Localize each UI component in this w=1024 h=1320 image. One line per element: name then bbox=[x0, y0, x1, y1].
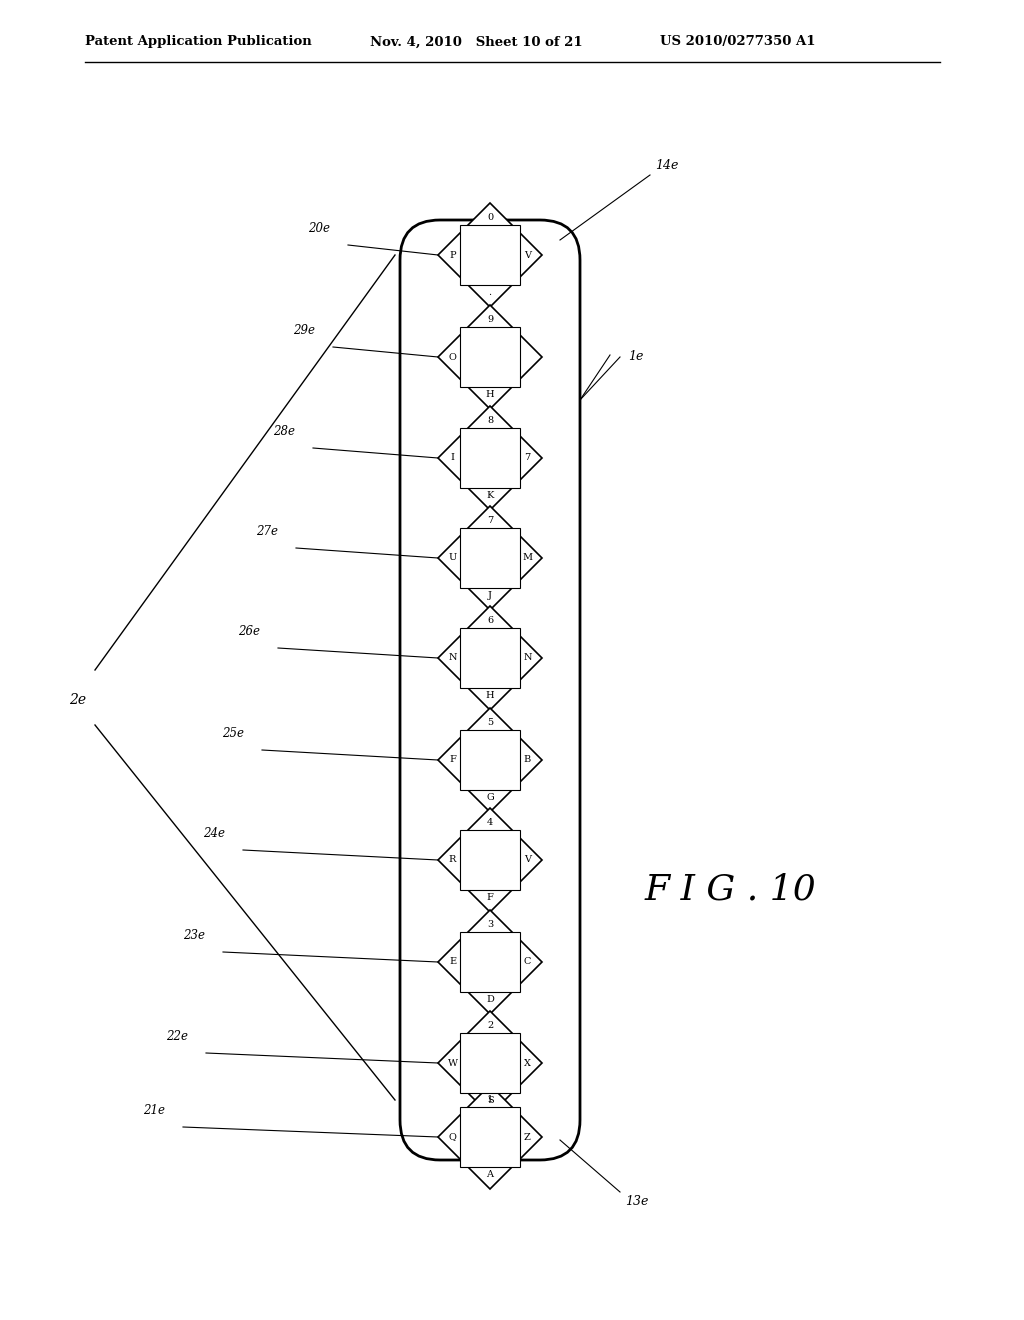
Polygon shape bbox=[438, 909, 542, 1014]
Text: W: W bbox=[447, 1059, 458, 1068]
Text: Q: Q bbox=[449, 1133, 457, 1142]
Bar bbox=[460, 1107, 520, 1167]
Text: 0: 0 bbox=[487, 213, 494, 222]
Text: .: . bbox=[488, 288, 492, 297]
Text: E: E bbox=[449, 957, 456, 966]
Text: S: S bbox=[486, 1096, 494, 1105]
Text: 9: 9 bbox=[487, 315, 494, 323]
Text: N: N bbox=[449, 653, 457, 663]
Text: 1: 1 bbox=[486, 1096, 494, 1104]
Text: 24e: 24e bbox=[203, 828, 225, 840]
Polygon shape bbox=[438, 305, 542, 409]
Text: 29e: 29e bbox=[293, 323, 315, 337]
Text: 4: 4 bbox=[486, 818, 494, 828]
Text: 6: 6 bbox=[487, 616, 494, 626]
Polygon shape bbox=[438, 808, 542, 912]
Text: 1e: 1e bbox=[628, 351, 643, 363]
Text: U: U bbox=[449, 553, 457, 562]
FancyBboxPatch shape bbox=[400, 220, 580, 1160]
Polygon shape bbox=[438, 203, 542, 308]
Text: R: R bbox=[449, 855, 457, 865]
Polygon shape bbox=[438, 1085, 542, 1189]
Text: G: G bbox=[486, 793, 494, 803]
Polygon shape bbox=[438, 1011, 542, 1115]
Text: 25e: 25e bbox=[222, 727, 244, 741]
Bar bbox=[460, 628, 520, 688]
Text: F: F bbox=[450, 755, 456, 764]
Text: H: H bbox=[485, 389, 495, 399]
Text: V: V bbox=[524, 855, 530, 865]
Text: N: N bbox=[523, 653, 531, 663]
Text: A: A bbox=[486, 1170, 494, 1179]
Text: O: O bbox=[449, 352, 457, 362]
Bar bbox=[460, 428, 520, 488]
Text: US 2010/0277350 A1: US 2010/0277350 A1 bbox=[660, 36, 815, 49]
Text: K: K bbox=[486, 491, 494, 500]
Text: 22e: 22e bbox=[166, 1030, 188, 1043]
Text: 8: 8 bbox=[487, 416, 494, 425]
Text: 5: 5 bbox=[487, 718, 494, 727]
Text: 7: 7 bbox=[524, 454, 530, 462]
Text: C: C bbox=[523, 957, 531, 966]
Polygon shape bbox=[438, 708, 542, 812]
Text: 7: 7 bbox=[486, 516, 494, 525]
Text: P: P bbox=[450, 251, 456, 260]
Bar bbox=[460, 528, 520, 589]
Text: 28e: 28e bbox=[273, 425, 295, 438]
Text: F: F bbox=[486, 892, 494, 902]
Bar bbox=[460, 730, 520, 791]
Bar bbox=[460, 1032, 520, 1093]
Text: Nov. 4, 2010   Sheet 10 of 21: Nov. 4, 2010 Sheet 10 of 21 bbox=[370, 36, 583, 49]
Text: V: V bbox=[524, 251, 530, 260]
Text: F I G . 10: F I G . 10 bbox=[644, 873, 816, 907]
Text: J: J bbox=[488, 591, 492, 599]
Text: M: M bbox=[522, 553, 532, 562]
Text: 21e: 21e bbox=[143, 1104, 165, 1117]
Text: B: B bbox=[524, 755, 531, 764]
Text: 13e: 13e bbox=[625, 1195, 648, 1208]
Text: 27e: 27e bbox=[256, 525, 278, 539]
Text: I: I bbox=[451, 454, 455, 462]
Polygon shape bbox=[438, 407, 542, 510]
Bar bbox=[460, 224, 520, 285]
Text: H: H bbox=[485, 690, 495, 700]
Bar bbox=[460, 932, 520, 993]
Text: 26e: 26e bbox=[238, 624, 260, 638]
Text: 3: 3 bbox=[486, 920, 494, 929]
Polygon shape bbox=[438, 606, 542, 710]
Text: 23e: 23e bbox=[183, 929, 205, 942]
Bar bbox=[460, 830, 520, 890]
Text: 20e: 20e bbox=[308, 222, 330, 235]
Text: Patent Application Publication: Patent Application Publication bbox=[85, 36, 311, 49]
Text: Z: Z bbox=[524, 1133, 530, 1142]
Text: D: D bbox=[486, 995, 494, 1005]
Text: 14e: 14e bbox=[655, 158, 678, 172]
Polygon shape bbox=[438, 506, 542, 610]
Text: X: X bbox=[524, 1059, 530, 1068]
Text: 2e: 2e bbox=[70, 693, 87, 708]
Bar bbox=[460, 327, 520, 387]
Text: 2: 2 bbox=[486, 1022, 494, 1030]
